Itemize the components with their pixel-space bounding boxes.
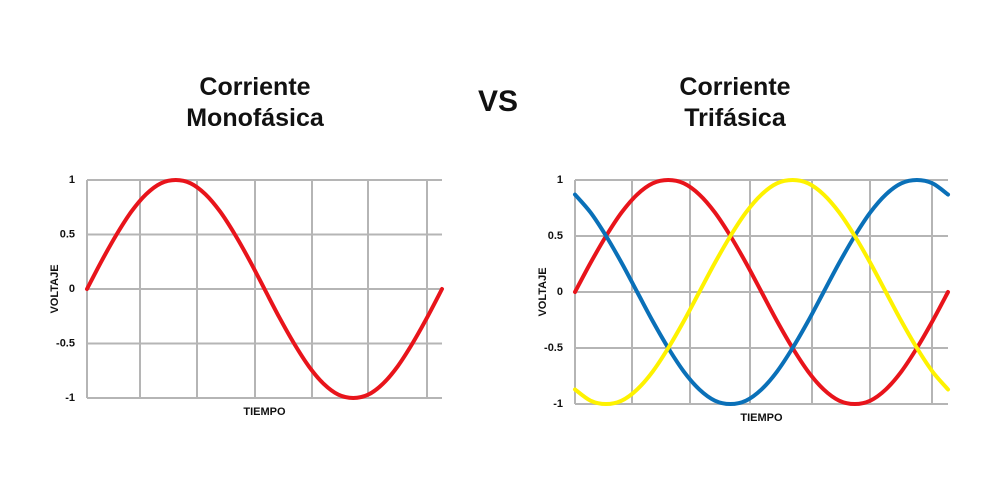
line-series [85, 177, 444, 401]
y-tick-label: -1 [553, 398, 563, 410]
line-series [573, 177, 950, 407]
x-axis-label: TIEMPO [740, 412, 783, 424]
line-series [573, 177, 950, 407]
y-axis-label: VOLTAJE [49, 264, 61, 313]
y-tick-label: -0.5 [544, 342, 563, 354]
y-tick-label: 0 [557, 286, 563, 298]
chart-title: Corriente Trifásica [679, 73, 791, 132]
y-tick-label: -0.5 [56, 337, 75, 349]
y-tick-label: 0.5 [60, 228, 75, 240]
y-tick-label: 0.5 [548, 230, 563, 242]
x-axis-label: TIEMPO [243, 406, 286, 418]
y-tick-label: 1 [69, 174, 75, 186]
chart-title: Corriente Monofásica [186, 73, 324, 132]
y-tick-label: -1 [65, 392, 75, 404]
y-axis-label: VOLTAJE [537, 267, 549, 316]
y-tick-label: 1 [557, 174, 563, 186]
line-series [573, 177, 950, 407]
y-tick-label: 0 [69, 283, 75, 295]
vs-label: VS [477, 85, 519, 118]
